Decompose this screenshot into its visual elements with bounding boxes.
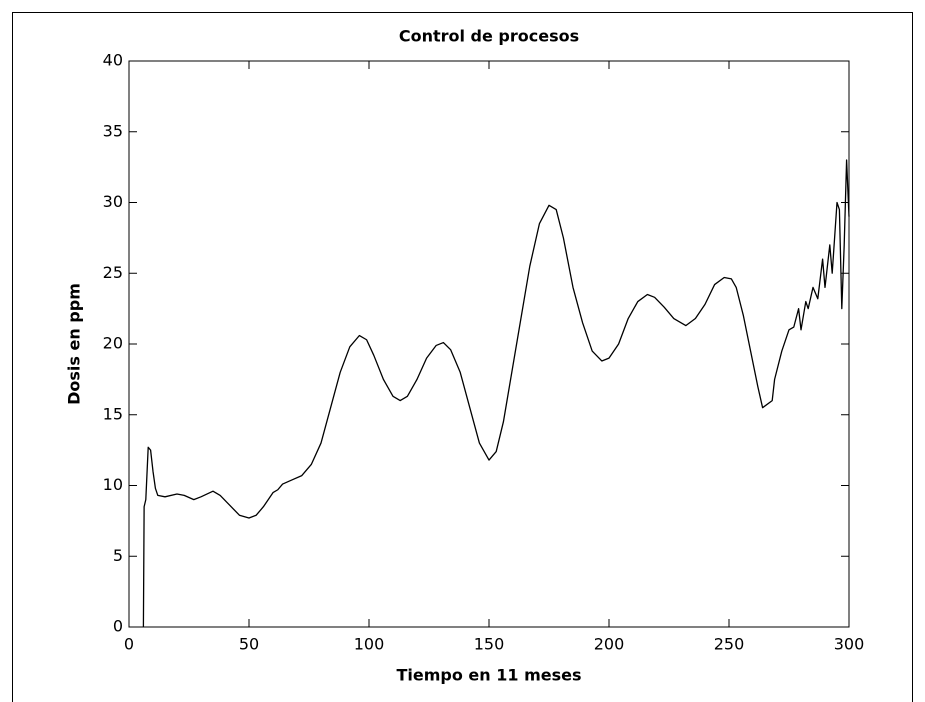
x-tick-label: 100 (354, 635, 385, 654)
y-tick-label: 20 (103, 334, 123, 353)
y-axis-label: Dosis en ppm (65, 283, 84, 405)
x-tick-label: 200 (594, 635, 625, 654)
y-tick-label: 15 (103, 404, 123, 423)
x-axis-label: Tiempo en 11 meses (396, 666, 581, 685)
y-tick-label: 0 (113, 617, 123, 636)
y-tick-label: 40 (103, 51, 123, 70)
x-tick-label: 150 (474, 635, 505, 654)
x-tick-label: 50 (239, 635, 259, 654)
x-tick-label: 300 (834, 635, 865, 654)
y-tick-label: 35 (103, 121, 123, 140)
plot-area (128, 60, 850, 628)
line-series (142, 159, 850, 628)
y-tick-label: 10 (103, 475, 123, 494)
y-tick-label: 25 (103, 263, 123, 282)
y-tick-label: 5 (113, 546, 123, 565)
x-tick-label: 250 (714, 635, 745, 654)
x-tick-label: 0 (124, 635, 134, 654)
y-tick-label: 30 (103, 192, 123, 211)
chart-title: Control de procesos (399, 27, 579, 46)
frame (12, 12, 913, 702)
